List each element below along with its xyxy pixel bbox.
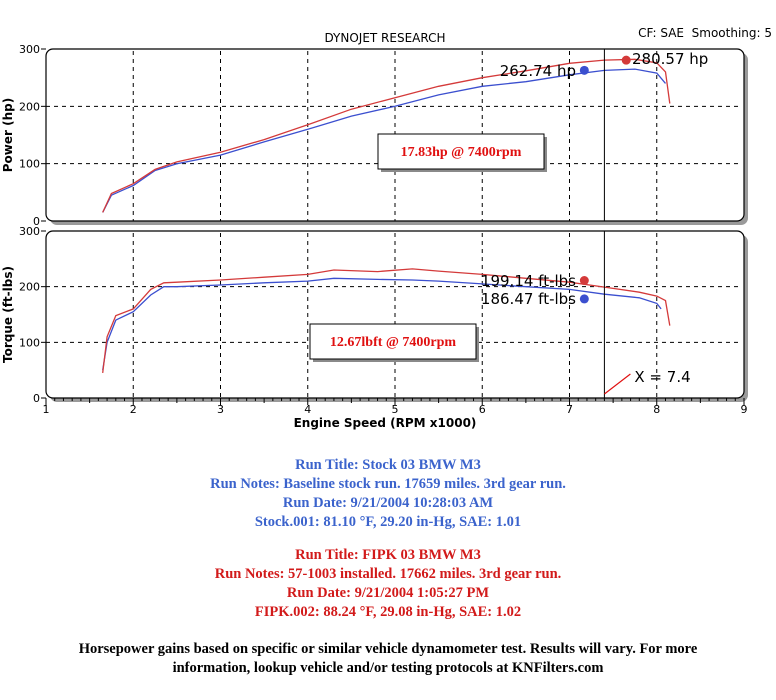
stock-run-conditions: Stock.001: 81.10 °F, 29.20 in-Hg, SAE: 1…	[254, 514, 522, 530]
annotation-box	[377, 133, 545, 170]
y-tick-label: 100	[19, 158, 40, 171]
cursor-leader	[604, 373, 631, 395]
x-tick-label: 4	[304, 403, 311, 416]
stock-run-date: Run Date: 9/21/2004 10:28:03 AM	[282, 495, 494, 511]
series-marker	[579, 65, 589, 75]
fipk-run-notes: Run Title: FIPK 03 BMW M3 Run Notes: 57-…	[0, 546, 776, 622]
x-axis-label: Engine Speed (RPM x1000)	[294, 416, 477, 430]
disclaimer-line: Horsepower gains based on specific or si…	[78, 641, 698, 657]
series-line	[102, 268, 671, 373]
series-marker	[621, 55, 631, 65]
gain-annotation: 17.83hp @ 7400rpm	[401, 145, 522, 160]
series-line	[102, 68, 666, 213]
stock-run-notes: Run Title: Stock 03 BMW M3 Run Notes: Ba…	[0, 456, 776, 532]
disclaimer-line: information, lookup vehicle and/or testi…	[172, 660, 604, 676]
x-tick-label: 7	[566, 403, 573, 416]
annotation-box	[309, 323, 477, 360]
chart-settings: CF: SAE Smoothing: 5	[638, 26, 772, 40]
torque-panel: 0 100 200 300 Torque (ft-lbs) 1 2 3 4 5 6 7 8 9 Engine…	[1, 225, 748, 430]
x-tick-label: 8	[653, 403, 660, 416]
fipk-run-date: Run Date: 9/21/2004 1:05:27 PM	[286, 585, 490, 601]
marker-label: 199.14 ft-lbs	[481, 272, 576, 290]
dyno-chart: DYNOJET RESEARCH CF: SAE Smoothing: 5 01…	[1, 26, 772, 430]
series-line	[102, 277, 662, 371]
y-tick-label: 100	[19, 336, 40, 349]
chart-title: DYNOJET RESEARCH	[324, 31, 445, 45]
y-tick-label: 0	[33, 215, 40, 228]
fipk-run-title: Run Title: FIPK 03 BMW M3	[295, 547, 481, 563]
y-tick-label: 300	[19, 43, 40, 56]
marker-label: 280.57 hp	[632, 50, 708, 68]
fipk-run-notes-line: Run Notes: 57-1003 installed. 17662 mile…	[214, 566, 562, 582]
y-axis-label: Power (hp)	[1, 98, 15, 172]
y-tick-label: 300	[19, 225, 40, 238]
y-axis-label: Torque (ft-lbs)	[1, 266, 15, 363]
x-tick-label: 2	[130, 403, 137, 416]
marker-label: 186.47 ft-lbs	[481, 290, 576, 308]
x-tick-label: 6	[479, 403, 486, 416]
x-tick-label: 3	[217, 403, 224, 416]
y-tick-label: 200	[19, 100, 40, 113]
series-marker	[579, 276, 589, 286]
gain-annotation: 12.67lbft @ 7400rpm	[330, 335, 457, 350]
x-tick-label: 1	[43, 403, 50, 416]
x-tick-label: 9	[741, 403, 748, 416]
power-panel: 0 100 200 300 Power (hp) 262.74 hp 280.57 hp 17…	[1, 43, 748, 228]
series-marker	[579, 294, 589, 304]
fipk-run-conditions: FIPK.002: 88.24 °F, 29.08 in-Hg, SAE: 1.…	[254, 604, 522, 620]
disclaimer: Horsepower gains based on specific or si…	[0, 640, 776, 678]
y-tick-label: 200	[19, 281, 40, 294]
stock-run-notes-line: Run Notes: Baseline stock run. 17659 mil…	[210, 476, 566, 492]
cursor-label: X = 7.4	[634, 368, 690, 386]
y-tick-label: 0	[33, 392, 40, 405]
x-tick-label: 5	[392, 403, 399, 416]
stock-run-title: Run Title: Stock 03 BMW M3	[295, 457, 481, 473]
marker-label: 262.74 hp	[500, 62, 576, 80]
series-line	[102, 58, 671, 213]
